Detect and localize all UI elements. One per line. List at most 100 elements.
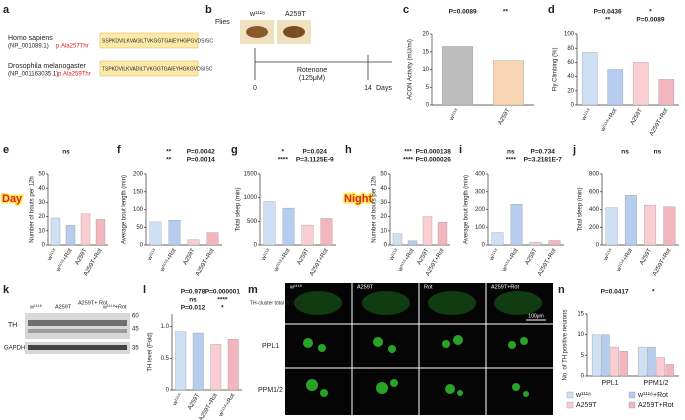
sequence-box bbox=[99, 32, 199, 49]
x-tick-label: A259T bbox=[525, 248, 539, 267]
x-tick-label: A259T bbox=[183, 248, 197, 267]
y-tick-label: 10 bbox=[380, 228, 387, 234]
y-tick-label: 20 bbox=[422, 32, 429, 38]
protein: TH bbox=[8, 322, 17, 329]
x-tick-label: A259T bbox=[297, 248, 311, 267]
protein: GAPDH bbox=[4, 346, 25, 352]
bar bbox=[301, 224, 314, 246]
sequence-box bbox=[99, 60, 199, 77]
bar bbox=[493, 60, 524, 106]
bar bbox=[610, 346, 619, 377]
x-tick-label: w¹¹¹⁸ bbox=[146, 247, 159, 263]
bar bbox=[529, 242, 542, 246]
x-tick-label: A259T bbox=[639, 248, 653, 267]
annotation: * bbox=[282, 149, 285, 156]
x-tick-label: w¹¹¹⁸+Rot bbox=[599, 107, 619, 134]
marker: 45 bbox=[132, 327, 139, 333]
y-tick-label: 40 bbox=[380, 186, 387, 192]
mutation: p.Ala257Thr bbox=[56, 44, 89, 50]
bar bbox=[605, 207, 618, 246]
x-tick-label: A259T+Rot bbox=[537, 248, 558, 278]
y-tick-label: 30 bbox=[380, 200, 387, 206]
sequence: SSPKDVILKVAGILTVKGGTGAIEYHGPGVDSISC bbox=[102, 38, 213, 44]
y-tick-label: 400 bbox=[475, 172, 486, 178]
row-label: TH-cluster total fly brain bbox=[250, 300, 303, 306]
bar bbox=[601, 334, 610, 377]
band bbox=[28, 329, 127, 333]
panel-letter: d bbox=[548, 4, 555, 16]
x-tick-label: w¹¹¹⁸ bbox=[488, 247, 501, 263]
panel-letter: a bbox=[3, 4, 10, 16]
bar bbox=[192, 332, 204, 391]
annotation: P=0.0436 bbox=[594, 9, 622, 16]
y-tick-label: 500 bbox=[247, 219, 258, 225]
y-tick-label: 5 bbox=[581, 353, 585, 359]
x-tick-label: w¹¹¹⁸ bbox=[388, 247, 401, 263]
x-tick-label: w¹¹¹⁸+Rot bbox=[500, 247, 520, 274]
dose: (125μM) bbox=[299, 75, 325, 82]
x-tick-label: w¹¹¹⁸ bbox=[46, 247, 59, 263]
y-axis-label: No. of TH positive neurons bbox=[563, 310, 569, 381]
x-tick-label: PPL1 bbox=[601, 380, 618, 387]
genotype: w¹¹¹⁸ bbox=[249, 11, 265, 18]
y-axis-label: ACON Activity (mU/ml) bbox=[408, 39, 414, 100]
bar bbox=[442, 46, 473, 106]
scale-bar-label: 100μm bbox=[528, 313, 543, 319]
panel-letter: f bbox=[117, 144, 121, 156]
bar bbox=[392, 233, 403, 246]
bar bbox=[510, 204, 523, 246]
x-tick-label: w¹¹¹⁸ bbox=[260, 247, 273, 263]
legend-swatch bbox=[566, 401, 574, 409]
bar bbox=[206, 232, 219, 246]
annotation: P=0.024 bbox=[303, 149, 328, 156]
y-tick-label: 0 bbox=[581, 374, 585, 380]
period-tag: Day bbox=[2, 193, 23, 205]
bar bbox=[227, 339, 239, 391]
annotation: P=0.734 bbox=[531, 149, 556, 156]
flies-label: Flies bbox=[215, 19, 230, 26]
fly bbox=[246, 26, 268, 38]
bar bbox=[65, 224, 76, 246]
y-tick-label: 10 bbox=[577, 332, 584, 338]
bar bbox=[663, 206, 676, 246]
y-tick-label: 15 bbox=[422, 49, 429, 55]
annotation: ns bbox=[62, 149, 70, 156]
bar bbox=[282, 207, 295, 246]
y-tick-label: 1500 bbox=[244, 172, 258, 178]
species: Drosophila melanogaster bbox=[8, 63, 86, 70]
legend-label: A259T+Rot bbox=[638, 402, 674, 409]
x-tick-label: A259T bbox=[417, 248, 431, 267]
x-tick-label: w¹¹¹⁸+Rot bbox=[272, 247, 292, 274]
sequence: TSPKDVILKVADILTVKGGTGAIEYHGKGVDSISC bbox=[102, 66, 213, 72]
y-tick-label: 0 bbox=[166, 388, 170, 394]
x-tick-label: A259T+Rot bbox=[195, 248, 216, 278]
y-tick-label: 800 bbox=[589, 172, 600, 178]
column-label: A259T+Rot bbox=[491, 284, 519, 290]
annotation: * bbox=[652, 289, 655, 296]
legend-label: A259T bbox=[576, 402, 597, 409]
bar bbox=[175, 331, 187, 391]
x-tick-label: w¹¹¹⁸+Rot bbox=[217, 392, 237, 419]
annotation: ** bbox=[166, 149, 172, 156]
y-tick-label: 400 bbox=[589, 207, 600, 213]
annotation: P=0.0089 bbox=[636, 17, 664, 24]
y-tick-label: 100 bbox=[475, 225, 486, 231]
annotation: P=0.978 bbox=[181, 289, 206, 296]
micrographs bbox=[285, 283, 553, 415]
y-tick-label: 0 bbox=[571, 103, 575, 109]
y-axis-label: Average bout length (min) bbox=[122, 175, 128, 244]
x-tick-label: A259T+Rot bbox=[309, 248, 330, 278]
y-tick-label: 600 bbox=[589, 189, 600, 195]
lane-label: A259T bbox=[55, 304, 72, 310]
y-axis-label: Number of bouts per 12h bbox=[372, 176, 378, 242]
y-tick-label: 10 bbox=[422, 67, 429, 73]
y-axis-label: Average bout length (min) bbox=[464, 175, 470, 244]
bar bbox=[632, 62, 649, 106]
annotation: **** bbox=[506, 157, 517, 164]
bar bbox=[619, 351, 629, 377]
annotation: ns bbox=[621, 149, 629, 156]
annotation: * bbox=[221, 305, 224, 312]
bar bbox=[168, 219, 181, 246]
annotation: P=0.012 bbox=[181, 305, 206, 312]
y-tick-label: 0 bbox=[596, 243, 600, 249]
